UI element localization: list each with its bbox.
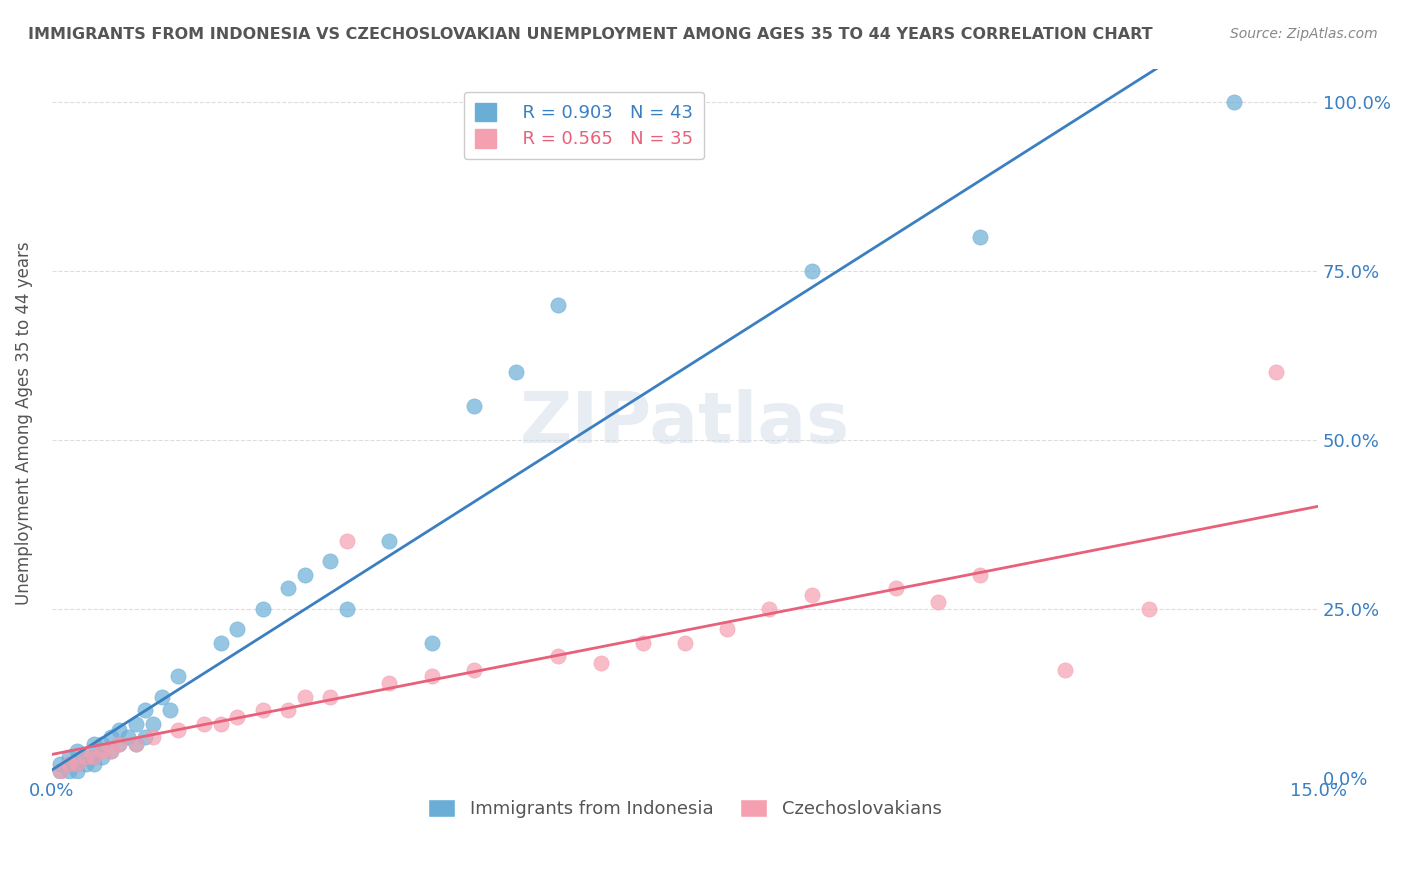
Point — [1137, 601, 1160, 615]
Point — [58, 764, 80, 778]
Point — [91, 743, 114, 757]
Point — [58, 750, 80, 764]
Point — [800, 264, 823, 278]
Point — [49, 764, 72, 778]
Point — [108, 737, 131, 751]
Point — [134, 703, 156, 717]
Point — [83, 750, 105, 764]
Point — [167, 669, 190, 683]
Point — [589, 656, 612, 670]
Point — [226, 710, 249, 724]
Point — [758, 601, 780, 615]
Point — [108, 723, 131, 738]
Point — [463, 399, 485, 413]
Point — [336, 534, 359, 549]
Point — [420, 635, 443, 649]
Text: Source: ZipAtlas.com: Source: ZipAtlas.com — [1230, 27, 1378, 41]
Point — [134, 730, 156, 744]
Point — [117, 730, 139, 744]
Point — [547, 648, 569, 663]
Point — [378, 676, 401, 690]
Point — [66, 757, 89, 772]
Point — [631, 635, 654, 649]
Point — [209, 716, 232, 731]
Point — [1264, 365, 1286, 379]
Point — [209, 635, 232, 649]
Point — [336, 601, 359, 615]
Point — [800, 588, 823, 602]
Point — [91, 737, 114, 751]
Point — [420, 669, 443, 683]
Point — [100, 730, 122, 744]
Point — [252, 601, 274, 615]
Point — [277, 703, 299, 717]
Point — [277, 582, 299, 596]
Point — [252, 703, 274, 717]
Point — [75, 757, 97, 772]
Point — [463, 663, 485, 677]
Point — [716, 622, 738, 636]
Legend: Immigrants from Indonesia, Czechoslovakians: Immigrants from Indonesia, Czechoslovaki… — [420, 791, 949, 825]
Point — [969, 230, 991, 244]
Point — [125, 737, 148, 751]
Point — [142, 716, 165, 731]
Point — [294, 568, 316, 582]
Point — [193, 716, 215, 731]
Point — [100, 743, 122, 757]
Point — [108, 737, 131, 751]
Point — [505, 365, 527, 379]
Point — [91, 750, 114, 764]
Point — [142, 730, 165, 744]
Point — [150, 690, 173, 704]
Point — [75, 750, 97, 764]
Point — [49, 764, 72, 778]
Point — [83, 757, 105, 772]
Point — [66, 743, 89, 757]
Point — [66, 764, 89, 778]
Point — [1053, 663, 1076, 677]
Point — [125, 716, 148, 731]
Point — [83, 750, 105, 764]
Point — [167, 723, 190, 738]
Text: ZIPatlas: ZIPatlas — [520, 389, 851, 458]
Point — [226, 622, 249, 636]
Point — [969, 568, 991, 582]
Point — [66, 757, 89, 772]
Point — [294, 690, 316, 704]
Point — [319, 690, 342, 704]
Text: IMMIGRANTS FROM INDONESIA VS CZECHOSLOVAKIAN UNEMPLOYMENT AMONG AGES 35 TO 44 YE: IMMIGRANTS FROM INDONESIA VS CZECHOSLOVA… — [28, 27, 1153, 42]
Point — [58, 757, 80, 772]
Point — [673, 635, 696, 649]
Point — [884, 582, 907, 596]
Point — [1222, 95, 1244, 110]
Point — [83, 737, 105, 751]
Point — [547, 298, 569, 312]
Point — [378, 534, 401, 549]
Point — [100, 743, 122, 757]
Point — [49, 757, 72, 772]
Point — [58, 757, 80, 772]
Point — [159, 703, 181, 717]
Point — [927, 595, 949, 609]
Point — [125, 737, 148, 751]
Point — [75, 750, 97, 764]
Y-axis label: Unemployment Among Ages 35 to 44 years: Unemployment Among Ages 35 to 44 years — [15, 241, 32, 605]
Point — [319, 554, 342, 568]
